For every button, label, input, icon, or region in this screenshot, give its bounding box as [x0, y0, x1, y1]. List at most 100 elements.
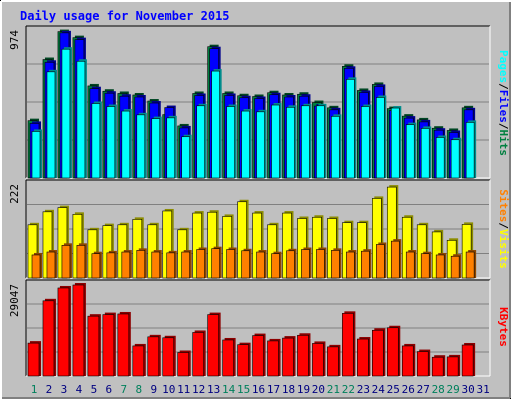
- x-tick-label: 21: [327, 383, 340, 396]
- bar-sites: [151, 250, 162, 279]
- bar-pages: [136, 112, 147, 179]
- x-tick-label: 15: [237, 383, 250, 396]
- y-max-label: 29047: [8, 284, 21, 317]
- legend-hits-files-pages: Pages/Files/Hits: [497, 50, 510, 156]
- bar-sites: [286, 248, 297, 279]
- legend-entry: KBytes: [497, 307, 510, 347]
- bar-sites: [211, 246, 222, 279]
- bar-kbytes: [72, 283, 86, 377]
- legend-entry: Pages: [497, 50, 510, 83]
- legend-kbytes: KBytes: [497, 307, 510, 347]
- x-tick-label: 12: [192, 383, 205, 396]
- bar-kbytes: [446, 354, 461, 377]
- bar-pages: [196, 103, 207, 179]
- bar-kbytes: [416, 349, 431, 377]
- bar-kbytes: [147, 334, 161, 377]
- chart-title: Daily usage for November 2015: [20, 9, 230, 23]
- x-tick-label: 16: [252, 383, 265, 396]
- bar-kbytes: [87, 314, 101, 377]
- bar-kbytes: [207, 312, 221, 377]
- x-tick-label: 13: [207, 383, 220, 396]
- bar-kbytes: [177, 350, 191, 377]
- x-tick-label: 6: [106, 383, 113, 396]
- bar-pages: [226, 104, 237, 179]
- bar-sites: [76, 243, 87, 279]
- bar-pages: [241, 109, 252, 179]
- bar-pages: [420, 126, 432, 179]
- bar-kbytes: [102, 312, 116, 377]
- bar-sites: [420, 251, 432, 279]
- bar-kbytes: [57, 285, 71, 377]
- bar-kbytes: [117, 311, 131, 377]
- x-tick-label: 18: [282, 383, 295, 396]
- legend-separator: /: [497, 222, 510, 229]
- x-tick-label: 28: [432, 383, 445, 396]
- bar-kbytes: [327, 344, 341, 377]
- x-tick-label: 20: [312, 383, 325, 396]
- bar-sites: [106, 250, 117, 279]
- bar-pages: [301, 103, 312, 179]
- bar-pages: [106, 104, 117, 179]
- bar-kbytes: [27, 341, 41, 377]
- bar-kbytes: [132, 343, 146, 377]
- bar-pages: [46, 69, 57, 179]
- x-tick-label: 19: [297, 383, 310, 396]
- x-tick-label: 3: [61, 383, 68, 396]
- x-tick-label: 2: [46, 383, 53, 396]
- panel-visits-sites: 222: [8, 179, 491, 279]
- x-tick-label: 8: [135, 383, 142, 396]
- legend-visits-sites: Sites/Visits: [497, 189, 510, 269]
- bar-pages: [390, 106, 402, 179]
- y-max-label: 974: [8, 30, 21, 50]
- bar-sites: [241, 248, 252, 279]
- bar-kbytes: [42, 298, 56, 377]
- bar-kbytes: [461, 342, 476, 377]
- bar-kbytes: [252, 333, 266, 377]
- bar-sites: [166, 250, 177, 279]
- bar-pages: [316, 103, 327, 179]
- bar-kbytes: [401, 343, 416, 377]
- x-tick-label: 31: [476, 383, 489, 396]
- bar-pages: [435, 135, 447, 179]
- bar-pages: [286, 105, 297, 179]
- bar-kbytes: [386, 325, 401, 377]
- x-tick-label: 5: [91, 383, 98, 396]
- x-tick-label: 14: [222, 383, 236, 396]
- bar-sites: [346, 250, 357, 279]
- x-tick-label: 9: [150, 383, 157, 396]
- bar-sites: [91, 251, 102, 279]
- bar-sites: [46, 250, 57, 279]
- bar-sites: [61, 243, 72, 279]
- bar-pages: [61, 47, 72, 179]
- x-tick-label: 11: [177, 383, 190, 396]
- bar-pages: [121, 109, 132, 179]
- bar-kbytes: [282, 336, 296, 377]
- legend-entry: Visits: [497, 229, 510, 269]
- bar-sites: [31, 252, 42, 279]
- bar-sites: [390, 239, 402, 279]
- bar-sites: [450, 254, 462, 279]
- legend-separator: /: [497, 123, 510, 130]
- bar-kbytes: [312, 341, 326, 377]
- bar-sites: [361, 249, 372, 279]
- bar-kbytes: [222, 337, 236, 377]
- bar-sites: [121, 250, 132, 279]
- x-tick-label: 17: [267, 383, 280, 396]
- bar-kbytes: [237, 342, 251, 377]
- legend-separator: /: [497, 83, 510, 90]
- legend-entry: Sites: [497, 189, 510, 222]
- bar-sites: [465, 250, 477, 279]
- x-tick-label: 30: [462, 383, 475, 396]
- bar-sites: [196, 247, 207, 279]
- bar-pages: [346, 77, 357, 179]
- bar-pages: [331, 114, 342, 179]
- bar-pages: [76, 59, 87, 179]
- bar-pages: [376, 95, 387, 179]
- bar-kbytes: [162, 335, 176, 377]
- x-tick-label: 4: [76, 383, 83, 396]
- x-tick-label: 23: [357, 383, 370, 396]
- bar-sites: [331, 248, 342, 279]
- bar-sites: [271, 251, 282, 279]
- bar-sites: [405, 250, 417, 279]
